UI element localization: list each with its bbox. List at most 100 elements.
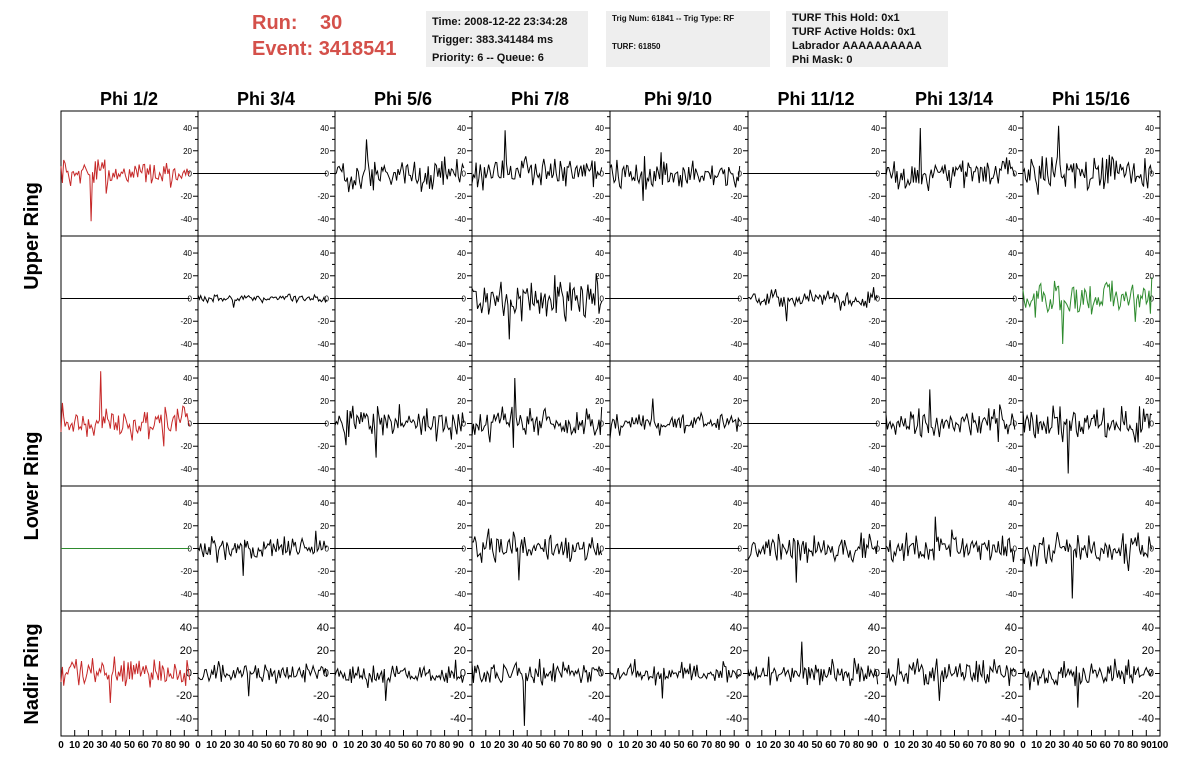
y-tick-label: 0 <box>1013 420 1018 429</box>
y-tick-label: 40 <box>454 622 466 634</box>
x-tick-label: 80 <box>853 740 865 751</box>
y-tick-label: 20 <box>457 272 466 281</box>
turf-info-box: TURF This Hold: 0x1 TURF Active Holds: 0… <box>786 11 948 67</box>
trigger-line: Trigger: 383.341484 ms <box>432 34 554 46</box>
x-tick-label: 30 <box>922 740 934 751</box>
run-line: Run: 30 <box>252 10 397 36</box>
x-tick-label: 90 <box>867 740 879 751</box>
waveform-panel: -40 -20 0 20 40 <box>885 360 1024 487</box>
x-tick-label: 30 <box>784 740 796 751</box>
panel-frame <box>471 110 611 237</box>
y-tick-label: 40 <box>1008 374 1017 383</box>
y-tick-label: 0 <box>738 295 743 304</box>
y-tick-label: -20 <box>313 690 329 702</box>
y-tick-label: 20 <box>1008 397 1017 406</box>
y-tick-label: 20 <box>595 397 604 406</box>
y-tick-label: 0 <box>600 295 605 304</box>
phi-mask-line: Phi Mask: 0 <box>792 54 853 66</box>
y-tick-label: 40 <box>320 374 329 383</box>
column-title-phi-11-12: Phi 11/12 <box>777 89 854 109</box>
waveform-trace <box>334 659 465 701</box>
x-tick-label: 20 <box>83 740 95 751</box>
y-tick-label: -20 <box>592 442 604 451</box>
y-tick-label: -20 <box>454 567 466 576</box>
y-tick-label: -20 <box>1005 442 1017 451</box>
y-tick-label: 40 <box>730 622 742 634</box>
y-tick-label: 40 <box>595 374 604 383</box>
x-tick-label: 60 <box>138 740 150 751</box>
y-tick-label: -40 <box>864 713 880 725</box>
waveform-trace <box>471 130 603 191</box>
waveform-trace <box>885 127 1016 191</box>
waveform-trace <box>885 658 1016 701</box>
y-tick-label: -40 <box>1142 215 1154 224</box>
x-tick-label: 20 <box>357 740 369 751</box>
y-tick-label: -40 <box>317 340 329 349</box>
y-tick-label: 0 <box>736 668 742 680</box>
ring-label-lower: Lower Ring <box>21 432 43 541</box>
x-tick-label: 40 <box>1072 740 1084 751</box>
y-tick-label: 0 <box>460 668 466 680</box>
x-tick-label: 20 <box>632 740 644 751</box>
y-tick-label: 40 <box>183 499 192 508</box>
run-event-header: Run: 30 Event: 3418541 <box>252 10 397 62</box>
x-tick-label: 0 <box>607 740 613 751</box>
panel-frame <box>609 360 749 487</box>
y-tick-label: 0 <box>738 170 743 179</box>
y-tick-label: 20 <box>1008 522 1017 531</box>
x-axis: 0 10 20 30 40 50 60 70 80 90 0 10 20 30 40 50 60 70 80 90 0 1… <box>58 730 1169 751</box>
y-tick-label: -40 <box>592 590 604 599</box>
y-tick-label: 0 <box>325 170 330 179</box>
y-tick-label: 20 <box>733 272 742 281</box>
column-title-phi-5-6: Phi 5/6 <box>374 89 432 109</box>
y-tick-label: -40 <box>868 590 880 599</box>
y-tick-label: -40 <box>176 713 192 725</box>
y-tick-label: -40 <box>1005 465 1017 474</box>
column-title-phi-9-10: Phi 9/10 <box>644 89 712 109</box>
y-tick-label: -40 <box>454 215 466 224</box>
x-tick-label: 30 <box>97 740 109 751</box>
waveform-trace <box>609 152 741 201</box>
x-tick-label: 0 <box>332 740 338 751</box>
y-tick-label: -20 <box>176 690 192 702</box>
x-tick-label: 50 <box>261 740 273 751</box>
y-tick-label: 40 <box>1008 124 1017 133</box>
y-tick-label: -20 <box>730 317 742 326</box>
y-tick-label: -40 <box>1142 590 1154 599</box>
y-tick-label: 0 <box>188 295 193 304</box>
y-tick-label: 20 <box>1008 272 1017 281</box>
y-tick-label: 40 <box>1145 374 1154 383</box>
x-tick-label: 70 <box>151 740 163 751</box>
x-tick-label: 60 <box>549 740 561 751</box>
y-tick-label: -20 <box>726 690 742 702</box>
y-tick-label: -20 <box>592 317 604 326</box>
waveform-trace <box>1022 277 1153 345</box>
y-tick-label: 20 <box>320 272 329 281</box>
y-tick-label: -40 <box>868 340 880 349</box>
y-tick-label: -20 <box>454 317 466 326</box>
x-tick-label: 20 <box>770 740 782 751</box>
y-tick-label: -20 <box>868 317 880 326</box>
y-tick-label: 40 <box>1145 249 1154 258</box>
y-tick-label: -20 <box>1142 442 1154 451</box>
y-tick-label: 40 <box>1142 622 1154 634</box>
y-tick-label: -40 <box>454 590 466 599</box>
y-tick-label: 20 <box>592 645 604 657</box>
x-tick-label: 20 <box>494 740 506 751</box>
waveform-trace <box>60 656 191 704</box>
x-tick-label: 40 <box>660 740 672 751</box>
y-tick-label: -20 <box>864 690 880 702</box>
y-tick-label: 40 <box>320 124 329 133</box>
x-tick-label: 30 <box>1059 740 1071 751</box>
x-tick-label: 70 <box>976 740 988 751</box>
